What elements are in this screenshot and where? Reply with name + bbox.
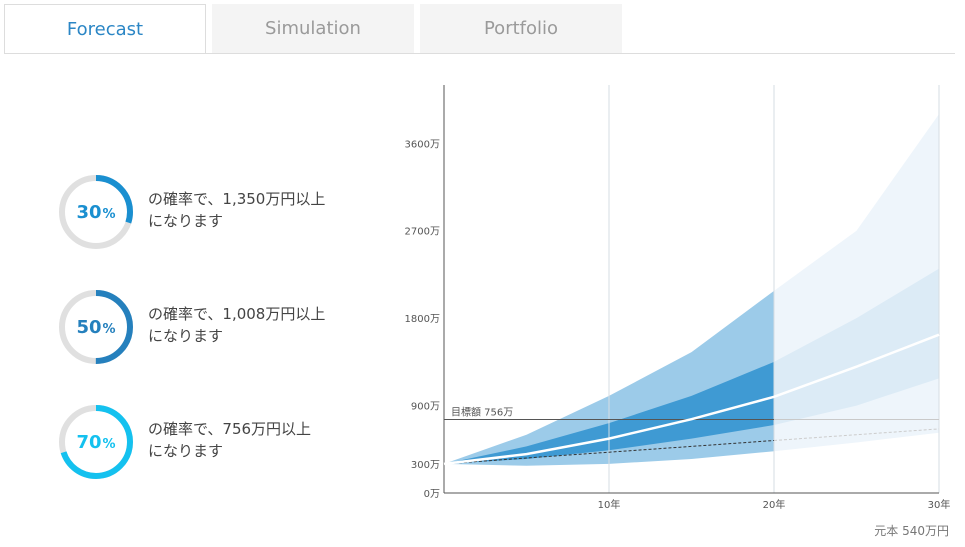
y-tick-label: 0万 (424, 489, 440, 500)
probability-ring-70 (59, 405, 133, 479)
probability-row-70: 70% の確率で、756万円以上 になります (58, 404, 358, 480)
principal-caption: 元本 540万円 (874, 524, 949, 538)
probability-number: 70 (76, 431, 102, 453)
probability-value-70: 70% (58, 404, 134, 480)
tab-portfolio[interactable]: Portfolio (420, 4, 622, 53)
tab-simulation[interactable]: Simulation (212, 4, 414, 53)
percent-sign: % (102, 321, 116, 337)
probability-value-30: 30% (58, 174, 134, 250)
y-tick-label: 2700万 (405, 227, 440, 238)
future-inner-band (774, 268, 939, 425)
y-tick-label: 3600万 (405, 139, 440, 150)
probability-row-30: 30% の確率で、1,350万円以上 になります (58, 174, 358, 250)
target-label: 目標額 756万 (451, 406, 513, 419)
description-line-1: の確率で、1,350万円以上 (148, 190, 326, 208)
description-line-2: になります (148, 212, 224, 230)
tab-forecast[interactable]: Forecast (4, 4, 206, 54)
y-tick-label: 1800万 (405, 314, 440, 325)
percent-sign: % (102, 206, 116, 222)
probability-ring-30 (59, 175, 133, 249)
y-tick-label: 900万 (411, 402, 440, 413)
probability-value-50: 50% (58, 289, 134, 365)
tab-divider (4, 53, 955, 54)
description-line-1: の確率で、1,008万円以上 (148, 305, 326, 323)
probability-number: 50 (76, 316, 102, 338)
principal-line-future (773, 428, 940, 441)
probability-description: の確率で、1,008万円以上 になります (148, 303, 325, 347)
probability-description: の確率で、756万円以上 になります (148, 418, 311, 462)
description-line-1: の確率で、756万円以上 (148, 420, 312, 438)
probability-row-50: 50% の確率で、1,008万円以上 になります (58, 289, 358, 365)
x-tick-label: 30年 (928, 498, 951, 511)
x-tick-label: 10年 (598, 498, 621, 511)
inner-band (444, 361, 774, 464)
description-line-2: になります (148, 442, 224, 460)
forecast-chart: 目標額 756万 0万 300万 900万 1800万 2700万 3600万 10年 20年 3… (405, 85, 951, 511)
probability-number: 30 (76, 201, 102, 223)
y-tick-label: 300万 (411, 460, 440, 471)
probability-ring-50 (59, 290, 133, 364)
principal-line (443, 440, 775, 465)
median-line (443, 333, 940, 466)
tab-bar: Forecast Simulation Portfolio (4, 4, 955, 54)
percent-sign: % (102, 436, 116, 452)
x-tick-label: 20年 (763, 498, 786, 511)
description-line-2: になります (148, 327, 224, 345)
probability-description: の確率で、1,350万円以上 になります (148, 188, 325, 232)
